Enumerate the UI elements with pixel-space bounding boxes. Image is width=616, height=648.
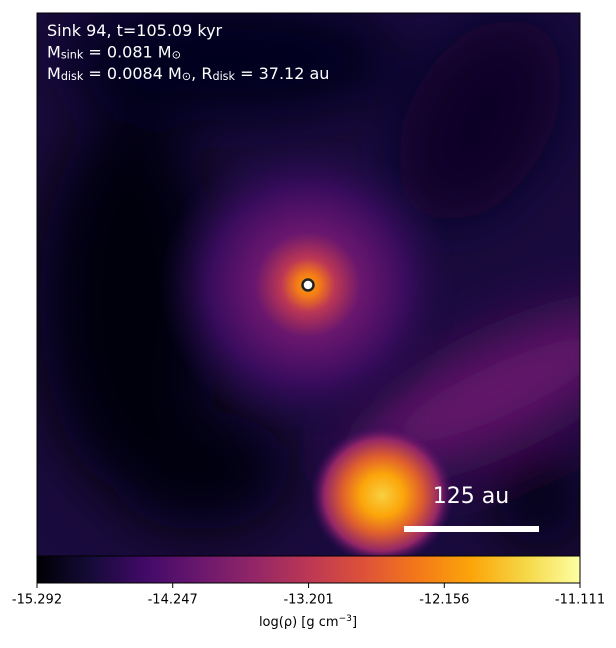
annotation: Sink 94, t=105.09 kyr <box>47 21 223 40</box>
tick-label: -11.111 <box>555 593 605 608</box>
scale-bar-label: 125 au <box>433 484 509 509</box>
text-segment: Sink 94, t=105.09 kyr <box>47 21 223 40</box>
colorbar-label: log(ρ) [g cm−3] <box>259 614 357 629</box>
density-image <box>37 13 580 556</box>
colorbar <box>36 555 581 584</box>
colorbar-axis: -15.292 -14.247 -13.201 -12.156 -11.111 <box>12 583 605 608</box>
text-segment: ⊙ <box>182 70 191 83</box>
text-segment: sink <box>61 48 84 61</box>
tick-label: -15.292 <box>12 593 62 608</box>
text-segment: ] <box>352 615 357 630</box>
text-segment: disk <box>212 70 235 83</box>
text-segment: ⊙ <box>172 48 181 61</box>
text-segment: = 0.081 M <box>83 42 171 61</box>
text-segment: M <box>47 64 61 83</box>
annotation: Mdisk = 0.0084 M⊙, Rdisk = 37.12 au <box>47 64 329 83</box>
sink-marker <box>301 278 315 292</box>
text-segment: log(ρ) [g cm <box>259 615 339 630</box>
annotation: Msink = 0.081 M⊙ <box>47 42 181 61</box>
text-segment: = 0.0084 M <box>83 64 181 83</box>
text-segment: M <box>47 42 61 61</box>
text-segment: , R <box>191 64 212 83</box>
tick-label: -14.247 <box>148 593 198 608</box>
text-segment: = 37.12 au <box>235 64 329 83</box>
tick-label: -13.201 <box>283 593 333 608</box>
tick-label: -12.156 <box>419 593 469 608</box>
text-segment: −3 <box>339 614 353 624</box>
text-segment: disk <box>61 70 84 83</box>
